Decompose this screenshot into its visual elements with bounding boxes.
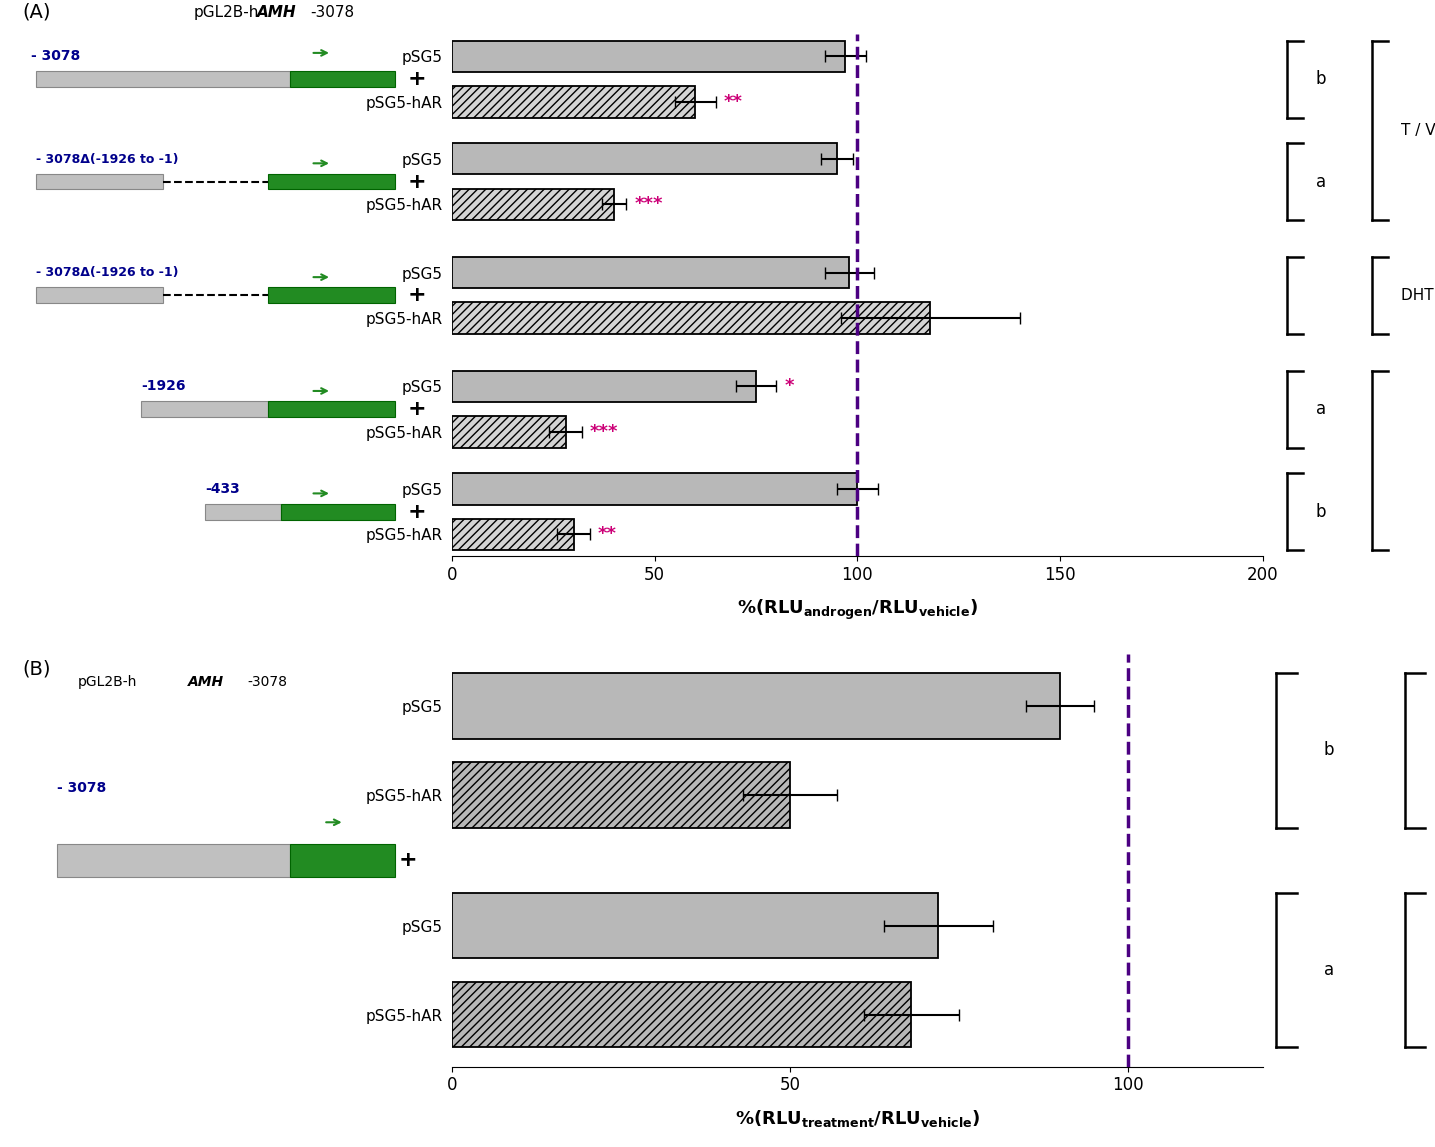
Text: +: + (408, 69, 426, 89)
Bar (452, 143, 837, 174)
Bar (290, 844, 396, 876)
Text: pGL2B-h: pGL2B-h (77, 676, 138, 689)
Text: **: ** (723, 93, 743, 111)
Bar (452, 474, 857, 505)
Bar (452, 257, 850, 288)
Text: -3078: -3078 (310, 6, 354, 21)
Text: ***: *** (634, 195, 663, 213)
Text: **: ** (598, 525, 617, 544)
Text: DHT / Veh: DHT / Veh (1401, 288, 1435, 303)
Bar (290, 71, 396, 87)
Text: +: + (408, 399, 426, 419)
Text: - 3078Δ(-1926 to -1): - 3078Δ(-1926 to -1) (36, 153, 178, 165)
Bar (452, 416, 565, 447)
Text: AMH: AMH (188, 676, 224, 689)
Text: *: * (785, 377, 794, 396)
Text: b: b (1316, 502, 1326, 521)
Text: -1926: -1926 (141, 380, 187, 393)
Text: b: b (1323, 741, 1335, 759)
Text: (B): (B) (23, 660, 52, 679)
Bar (452, 982, 911, 1047)
Text: a: a (1323, 961, 1333, 980)
Bar (268, 401, 396, 418)
Text: +: + (408, 501, 426, 522)
Text: -433: -433 (205, 482, 240, 496)
Bar (36, 173, 162, 189)
Bar (452, 892, 938, 958)
Text: a: a (1316, 400, 1326, 419)
Text: pGL2B-h: pGL2B-h (194, 6, 258, 21)
Bar (141, 401, 268, 418)
Text: +: + (408, 172, 426, 192)
Bar (452, 518, 574, 551)
Bar (36, 71, 290, 87)
Text: - 3078: - 3078 (32, 48, 80, 63)
Text: +: + (399, 850, 418, 871)
Bar (36, 288, 162, 303)
X-axis label: $\mathbf{\%(RLU_{treatment}/RLU_{vehicle})}$: $\mathbf{\%(RLU_{treatment}/RLU_{vehicle… (735, 1108, 980, 1130)
Text: b: b (1316, 70, 1326, 88)
Bar (268, 173, 396, 189)
Bar (268, 288, 396, 303)
Bar (452, 86, 695, 117)
Bar (281, 504, 396, 520)
Bar (57, 844, 290, 876)
Bar (205, 504, 281, 520)
Text: - 3078: - 3078 (57, 781, 106, 795)
Text: a: a (1316, 172, 1326, 190)
Bar (452, 763, 789, 828)
Text: ***: *** (590, 423, 618, 440)
Text: +: + (408, 286, 426, 305)
Bar (452, 370, 756, 403)
Text: T / Veh: T / Veh (1401, 123, 1435, 138)
Text: (A): (A) (23, 3, 52, 22)
Bar (452, 303, 930, 334)
Bar (452, 673, 1060, 739)
Bar (452, 40, 845, 72)
X-axis label: $\mathbf{\%(RLU_{androgen}/RLU_{vehicle})}$: $\mathbf{\%(RLU_{androgen}/RLU_{vehicle}… (736, 598, 979, 622)
Text: - 3078Δ(-1926 to -1): - 3078Δ(-1926 to -1) (36, 266, 178, 280)
Text: -3078: -3078 (247, 676, 287, 689)
Bar (452, 188, 614, 220)
Text: AMH: AMH (257, 6, 297, 21)
